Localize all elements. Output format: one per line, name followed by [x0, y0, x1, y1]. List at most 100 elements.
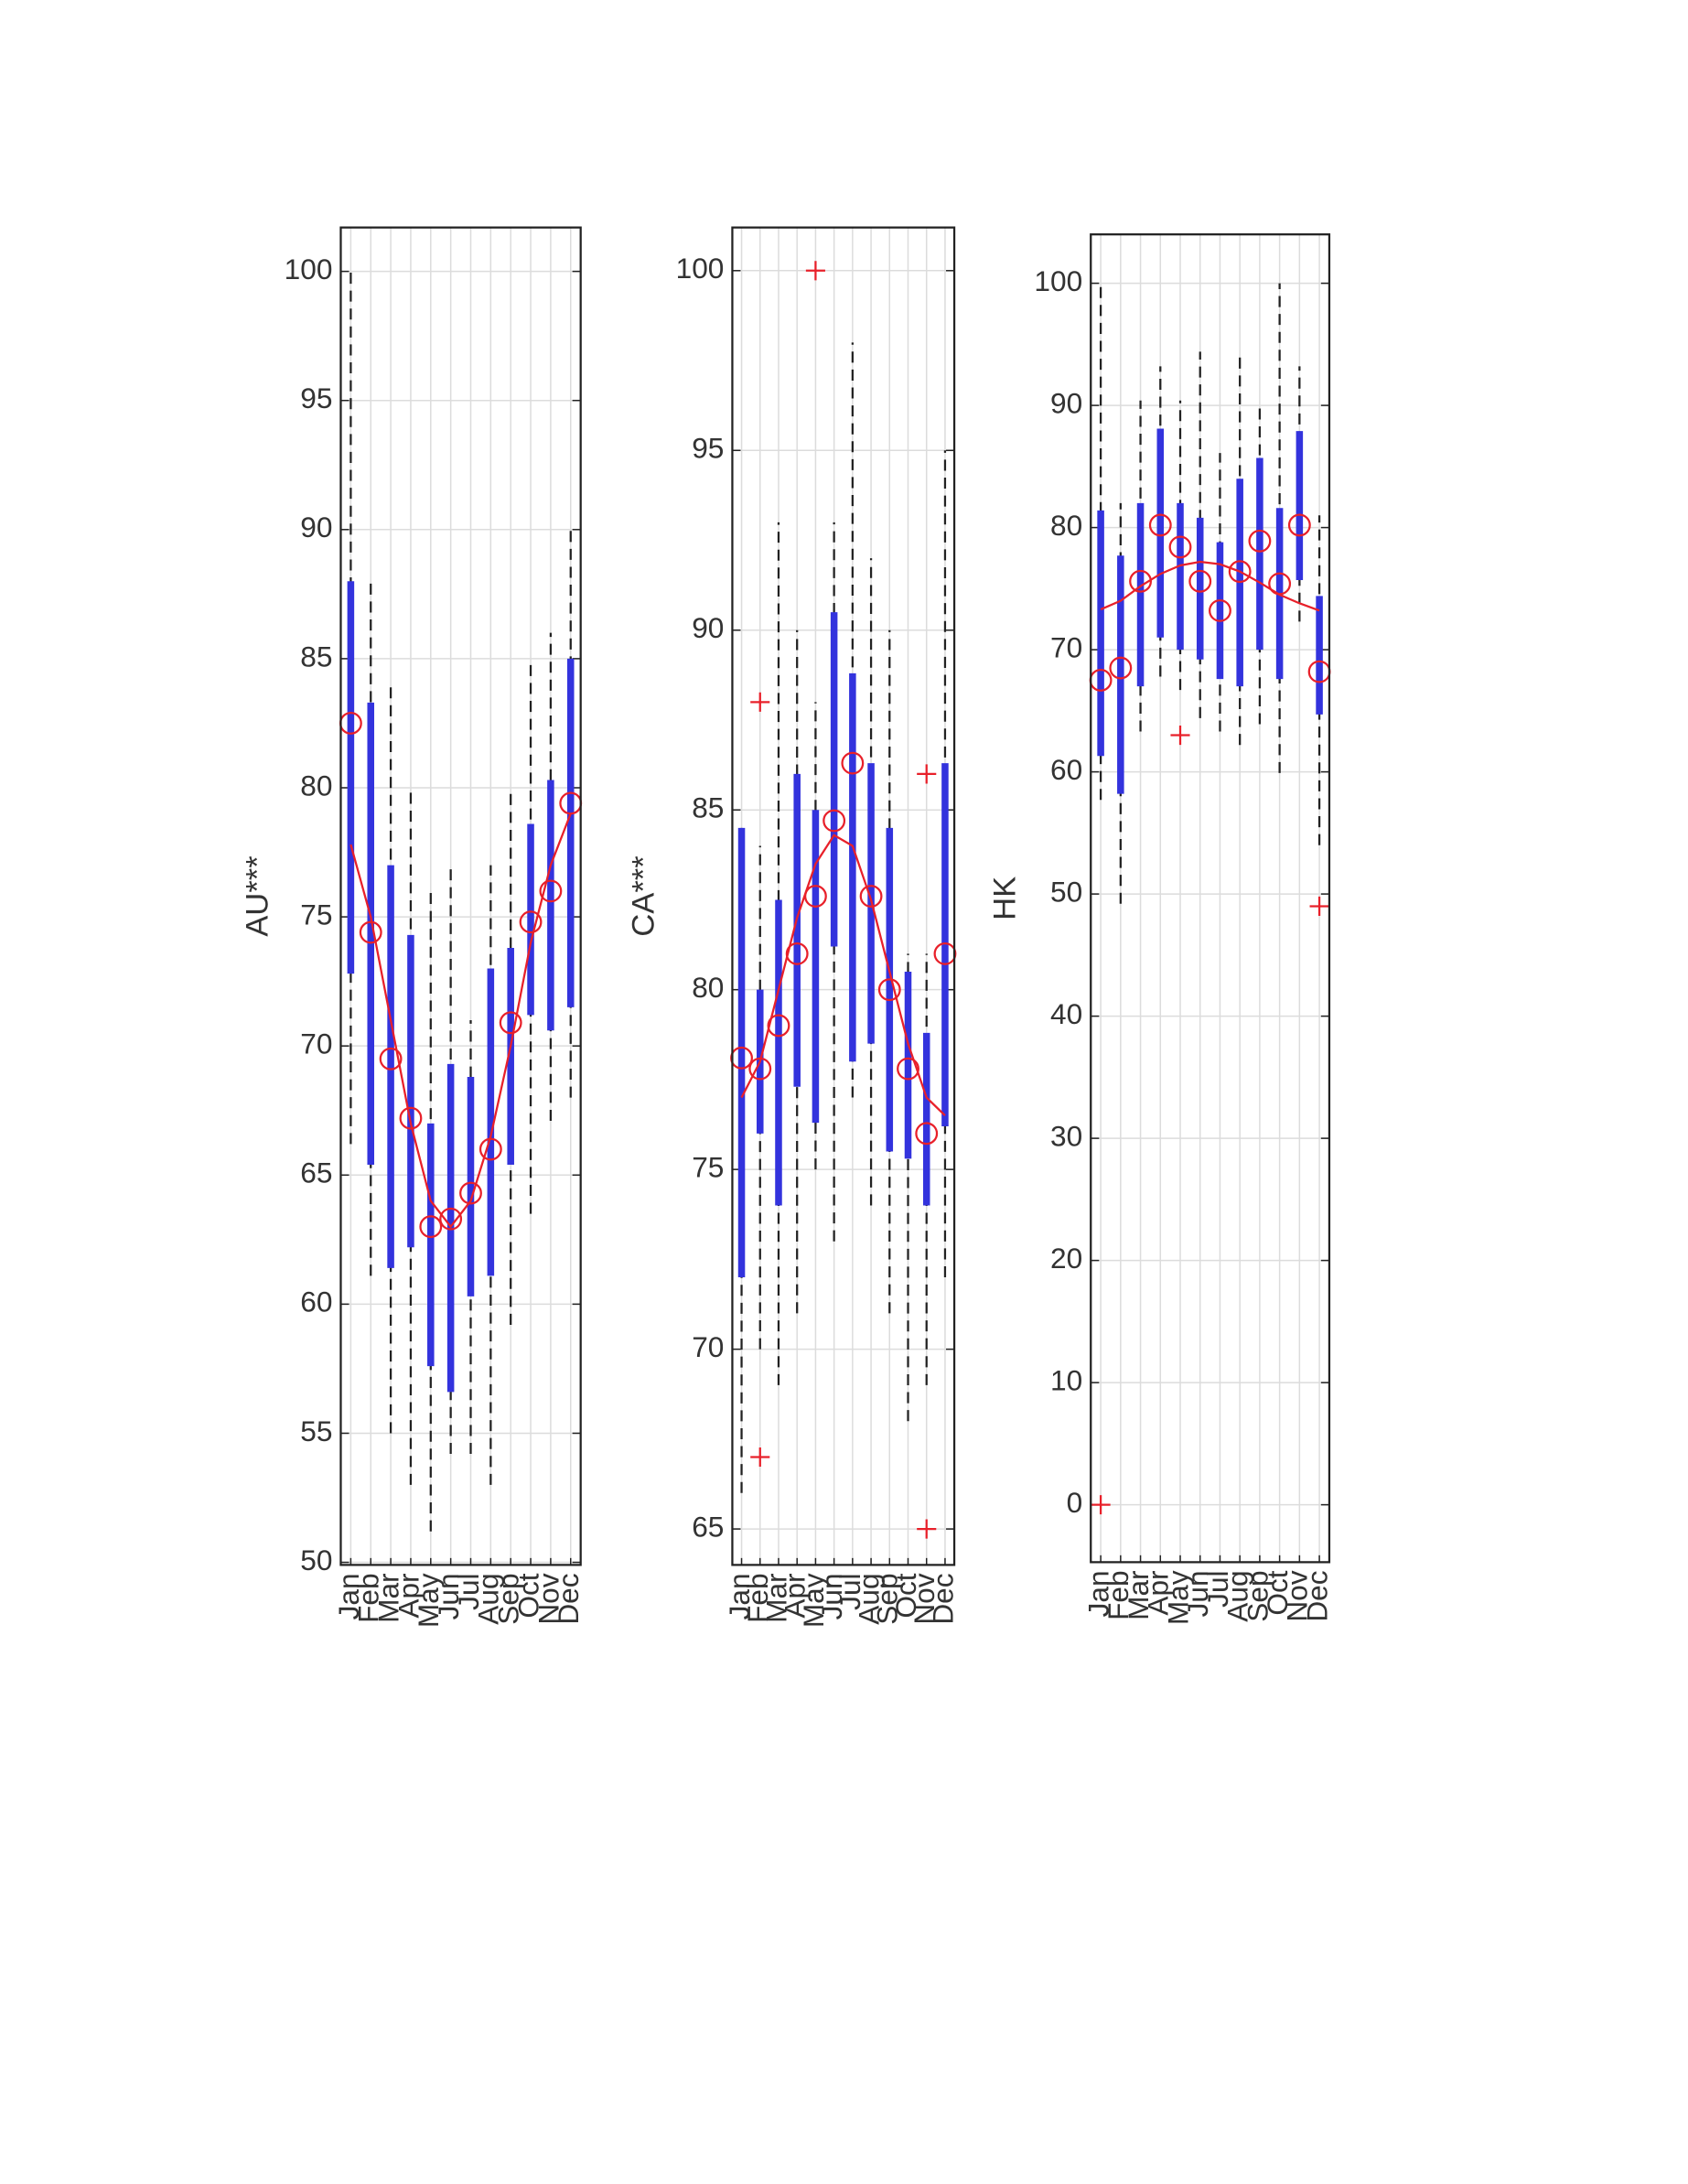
x-tick-label: Oct: [889, 1573, 922, 1618]
x-tick-label: Oct: [511, 1573, 544, 1618]
mean-marker: [439, 1207, 463, 1231]
y-tick-label: 55: [300, 1415, 332, 1447]
mean-marker: [1109, 656, 1133, 680]
y-tick-label: 60: [1050, 753, 1082, 786]
y-tick-label: 65: [692, 1510, 724, 1543]
x-tick-label: Apr: [779, 1573, 812, 1618]
y-tick-label: 80: [1050, 509, 1082, 542]
y-tick-label: 100: [676, 252, 725, 285]
x-tick-label: Jun: [815, 1573, 848, 1619]
axes-frame: [1090, 233, 1331, 1564]
mean-marker: [748, 1057, 772, 1081]
axes-frame: [731, 226, 956, 1566]
y-tick-label: 30: [1050, 1119, 1082, 1152]
outlier: [917, 764, 937, 784]
mean-marker: [379, 1047, 403, 1070]
x-tick-label: Mar: [1122, 1570, 1155, 1619]
mean-marker: [1168, 535, 1192, 559]
x-tick-label: Jul: [1201, 1570, 1234, 1607]
x-tick-label: Nov: [908, 1573, 941, 1624]
fit-line: [349, 812, 572, 1229]
mean-marker: [730, 1046, 753, 1070]
x-tick-label: Jul: [452, 1573, 485, 1609]
x-tick-label: Apr: [392, 1573, 425, 1618]
y-tick-label: 50: [300, 1544, 332, 1576]
mean-marker: [1209, 598, 1231, 622]
y-tick-label: 95: [300, 382, 332, 414]
fit-line: [1100, 560, 1320, 612]
mean-marker: [499, 1011, 522, 1035]
x-tick-label: Jul: [833, 1573, 866, 1609]
fit-line: [740, 834, 946, 1117]
x-tick-label: Nov: [532, 1573, 564, 1624]
y-tick-label: 90: [1050, 386, 1082, 419]
y-axis-label: CA***: [627, 855, 661, 937]
x-tick-label: Feb: [1102, 1570, 1134, 1620]
x-tick-label: Dec: [926, 1573, 959, 1624]
mean-marker: [1228, 560, 1252, 584]
mean-marker: [399, 1106, 423, 1130]
mean-marker: [1148, 513, 1172, 537]
x-tick-label: Feb: [352, 1573, 385, 1623]
outlier: [750, 1447, 770, 1468]
mean-marker: [915, 1122, 939, 1146]
mean-marker: [419, 1215, 443, 1239]
mean-marker: [841, 751, 865, 775]
y-tick-label: 100: [1034, 264, 1082, 297]
y-tick-label: 60: [300, 1286, 332, 1318]
outlier: [1170, 725, 1190, 746]
mean-marker: [803, 885, 827, 908]
y-tick-label: 10: [1050, 1363, 1082, 1396]
y-tick-label: 20: [1050, 1242, 1082, 1275]
x-tick-label: May: [797, 1573, 830, 1628]
y-tick-label: 70: [300, 1027, 332, 1060]
mean-marker: [785, 941, 809, 965]
x-tick-label: Sep: [1241, 1570, 1274, 1621]
x-tick-label: Jun: [432, 1573, 465, 1619]
x-tick-label: Dec: [552, 1573, 585, 1624]
x-tick-label: Mar: [759, 1573, 792, 1622]
y-tick-label: 40: [1050, 997, 1082, 1030]
mean-marker: [539, 879, 563, 903]
mean-marker: [1268, 572, 1292, 596]
y-tick-label: 90: [692, 611, 724, 644]
outlier: [750, 692, 770, 712]
mean-marker: [933, 941, 957, 965]
y-tick-label: 85: [692, 791, 724, 824]
mean-marker: [859, 885, 883, 908]
mean-marker: [478, 1137, 502, 1161]
panel: 65 70 75 80 85 90 95 100 JanFebMarAprMayJunJulAu…: [627, 226, 959, 1628]
panel: 50 55 60 65 70 75 80 85 90 95 100 JanFebMarAprMayJu…: [241, 226, 585, 1628]
mean-marker: [767, 1014, 790, 1038]
mean-marker: [359, 920, 382, 944]
y-tick-label: 50: [1050, 875, 1082, 908]
x-tick-label: Dec: [1300, 1570, 1333, 1621]
x-tick-label: Aug: [1221, 1570, 1254, 1621]
y-tick-label: 75: [300, 898, 332, 931]
x-tick-label: Jan: [723, 1573, 756, 1619]
mean-marker: [519, 910, 543, 934]
x-tick-label: Jan: [332, 1573, 365, 1619]
panel: 0 10 20 30 40 50 60 70 80 90 100 JanFebMarAprMayJun…: [987, 233, 1333, 1625]
x-tick-label: Feb: [741, 1573, 774, 1623]
mean-marker: [897, 1057, 919, 1081]
mean-marker: [877, 978, 901, 1002]
outlier: [805, 261, 825, 281]
mean-marker: [1287, 513, 1311, 537]
y-tick-label: 65: [300, 1157, 332, 1189]
x-tick-label: Aug: [472, 1573, 505, 1624]
mean-marker: [1188, 569, 1212, 593]
y-tick-label: 100: [285, 253, 333, 285]
mean-marker: [1129, 569, 1152, 593]
y-tick-label: 70: [692, 1330, 724, 1363]
y-tick-label: 0: [1067, 1486, 1083, 1519]
y-tick-label: 85: [300, 640, 332, 672]
x-tick-label: Jun: [1181, 1570, 1214, 1617]
x-tick-label: Apr: [1142, 1570, 1175, 1615]
mean-marker: [822, 809, 846, 833]
x-tick-label: Oct: [1261, 1570, 1294, 1615]
mean-marker: [1248, 529, 1272, 553]
mean-marker: [459, 1181, 482, 1205]
